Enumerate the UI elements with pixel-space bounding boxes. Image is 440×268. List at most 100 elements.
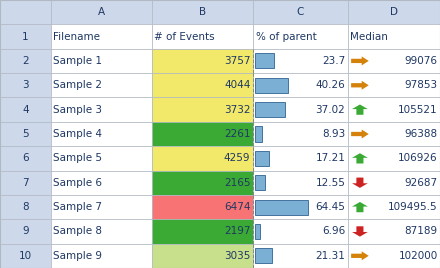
Bar [51, 170, 152, 195]
Bar [255, 224, 260, 239]
Polygon shape [352, 105, 368, 115]
Bar [255, 200, 308, 215]
Bar [51, 195, 152, 219]
Bar [152, 122, 253, 146]
Text: 2: 2 [22, 56, 29, 66]
Polygon shape [352, 226, 368, 237]
Text: 9: 9 [22, 226, 29, 236]
Bar [255, 175, 265, 190]
Bar [152, 195, 253, 219]
Text: Sample 3: Sample 3 [53, 105, 102, 115]
Text: # of Events: # of Events [154, 32, 215, 42]
Text: 99076: 99076 [405, 56, 438, 66]
Text: 37.02: 37.02 [315, 105, 345, 115]
Text: Filename: Filename [53, 32, 100, 42]
Bar [255, 53, 274, 68]
Bar [348, 195, 440, 219]
Text: 87189: 87189 [405, 226, 438, 236]
Bar [348, 73, 440, 98]
Bar [255, 102, 285, 117]
Text: 106926: 106926 [398, 153, 438, 163]
Bar [0, 146, 51, 170]
Text: Sample 8: Sample 8 [53, 226, 102, 236]
Polygon shape [352, 178, 368, 188]
Bar [0, 170, 51, 195]
Bar [0, 195, 51, 219]
Bar [0, 0, 51, 24]
Text: D: D [390, 7, 398, 17]
Text: 3732: 3732 [224, 105, 250, 115]
Bar [152, 244, 253, 268]
Bar [0, 244, 51, 268]
Text: 3757: 3757 [224, 56, 250, 66]
Polygon shape [351, 129, 369, 139]
Text: Median: Median [350, 32, 388, 42]
Bar [51, 49, 152, 73]
Bar [51, 219, 152, 244]
Text: Sample 9: Sample 9 [53, 251, 102, 261]
Text: 21.31: 21.31 [315, 251, 345, 261]
Bar [51, 244, 152, 268]
Bar [152, 49, 253, 73]
Text: 2197: 2197 [224, 226, 250, 236]
Bar [253, 49, 348, 73]
Bar [253, 24, 348, 49]
Bar [51, 0, 152, 24]
Bar [253, 122, 348, 146]
Bar [253, 0, 348, 24]
Bar [253, 244, 348, 268]
Text: Sample 1: Sample 1 [53, 56, 102, 66]
Bar [152, 24, 253, 49]
Text: 1: 1 [22, 32, 29, 42]
Text: 5: 5 [22, 129, 29, 139]
Text: 2261: 2261 [224, 129, 250, 139]
Bar [348, 49, 440, 73]
Text: 109495.5: 109495.5 [388, 202, 438, 212]
Polygon shape [352, 153, 368, 163]
Text: Sample 5: Sample 5 [53, 153, 102, 163]
Bar [348, 170, 440, 195]
Text: 6.96: 6.96 [322, 226, 345, 236]
Polygon shape [352, 202, 368, 212]
Text: 10: 10 [19, 251, 32, 261]
Bar [253, 146, 348, 170]
Bar [255, 78, 288, 93]
Text: 40.26: 40.26 [315, 80, 345, 90]
Text: 97853: 97853 [405, 80, 438, 90]
Bar [255, 151, 269, 166]
Bar [51, 24, 152, 49]
Text: C: C [297, 7, 304, 17]
Text: Sample 4: Sample 4 [53, 129, 102, 139]
Bar [253, 219, 348, 244]
Bar [152, 170, 253, 195]
Text: 8: 8 [22, 202, 29, 212]
Text: Sample 2: Sample 2 [53, 80, 102, 90]
Bar [0, 73, 51, 98]
Bar [255, 126, 262, 142]
Bar [51, 73, 152, 98]
Bar [348, 219, 440, 244]
Text: 3035: 3035 [224, 251, 250, 261]
Bar [152, 0, 253, 24]
Bar [348, 98, 440, 122]
Text: 102000: 102000 [399, 251, 438, 261]
Text: Sample 6: Sample 6 [53, 178, 102, 188]
Text: 3: 3 [22, 80, 29, 90]
Text: 6474: 6474 [224, 202, 250, 212]
Bar [51, 122, 152, 146]
Bar [348, 0, 440, 24]
Text: 4259: 4259 [224, 153, 250, 163]
Bar [253, 98, 348, 122]
Text: B: B [199, 7, 206, 17]
Bar [348, 244, 440, 268]
Text: 2165: 2165 [224, 178, 250, 188]
Polygon shape [351, 81, 369, 90]
Text: 92687: 92687 [405, 178, 438, 188]
Text: 4: 4 [22, 105, 29, 115]
Text: A: A [98, 7, 105, 17]
Polygon shape [351, 56, 369, 65]
Text: 4044: 4044 [224, 80, 250, 90]
Bar [51, 146, 152, 170]
Text: 6: 6 [22, 153, 29, 163]
Bar [255, 248, 272, 263]
